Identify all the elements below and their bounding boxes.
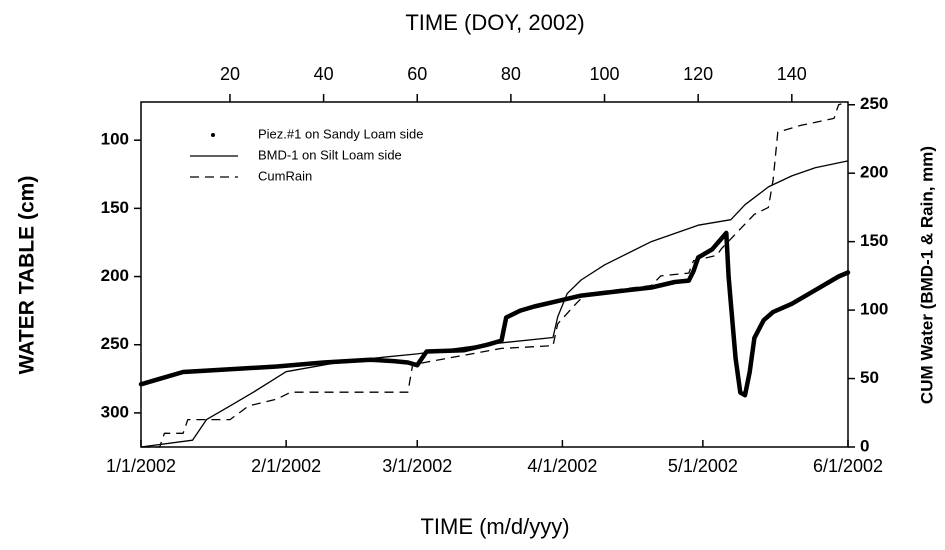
y2-tick-label: 0 [860,436,869,455]
x2-axis-title: TIME (DOY, 2002) [405,10,584,35]
x-tick-label: 2/1/2002 [251,456,321,476]
x2-tick-label: 60 [407,64,427,84]
series-line [141,101,849,448]
x-tick-label: 5/1/2002 [668,456,738,476]
y-tick-label: 200 [101,266,129,285]
x2-tick-label: 100 [590,64,620,84]
y-tick-label: 100 [101,130,129,149]
x2-tick-label: 140 [777,64,807,84]
legend-swatch [211,133,215,137]
y-tick-label: 300 [101,402,129,421]
x-axis-title: TIME (m/d/yyy) [420,514,569,539]
x-tick-label: 3/1/2002 [382,456,452,476]
y2-tick-label: 100 [860,300,888,319]
x-tick-label: 4/1/2002 [527,456,597,476]
legend-label: BMD-1 on Silt Loam side [258,147,402,162]
x2-tick-label: 120 [683,64,713,84]
x-tick-label: 6/1/2002 [813,456,883,476]
y2-tick-label: 200 [860,163,888,182]
series-line [140,160,849,448]
y2-tick-label: 250 [860,94,888,113]
x-tick-label: 1/1/2002 [106,456,176,476]
y2-tick-label: 150 [860,231,888,250]
y-tick-label: 150 [101,198,129,217]
x2-tick-label: 20 [220,64,240,84]
y-tick-label: 250 [101,334,129,353]
legend-label: Piez.#1 on Sandy Loam side [258,126,424,141]
x2-tick-label: 40 [314,64,334,84]
x2-tick-label: 80 [501,64,521,84]
y-axis-title: WATER TABLE (cm) [16,176,39,375]
series-line [138,230,851,398]
y2-axis-title: CUM Water (BMD-1 & Rain, mm) [917,146,936,404]
legend-label: CumRain [258,168,312,183]
y2-tick-label: 50 [860,368,879,387]
